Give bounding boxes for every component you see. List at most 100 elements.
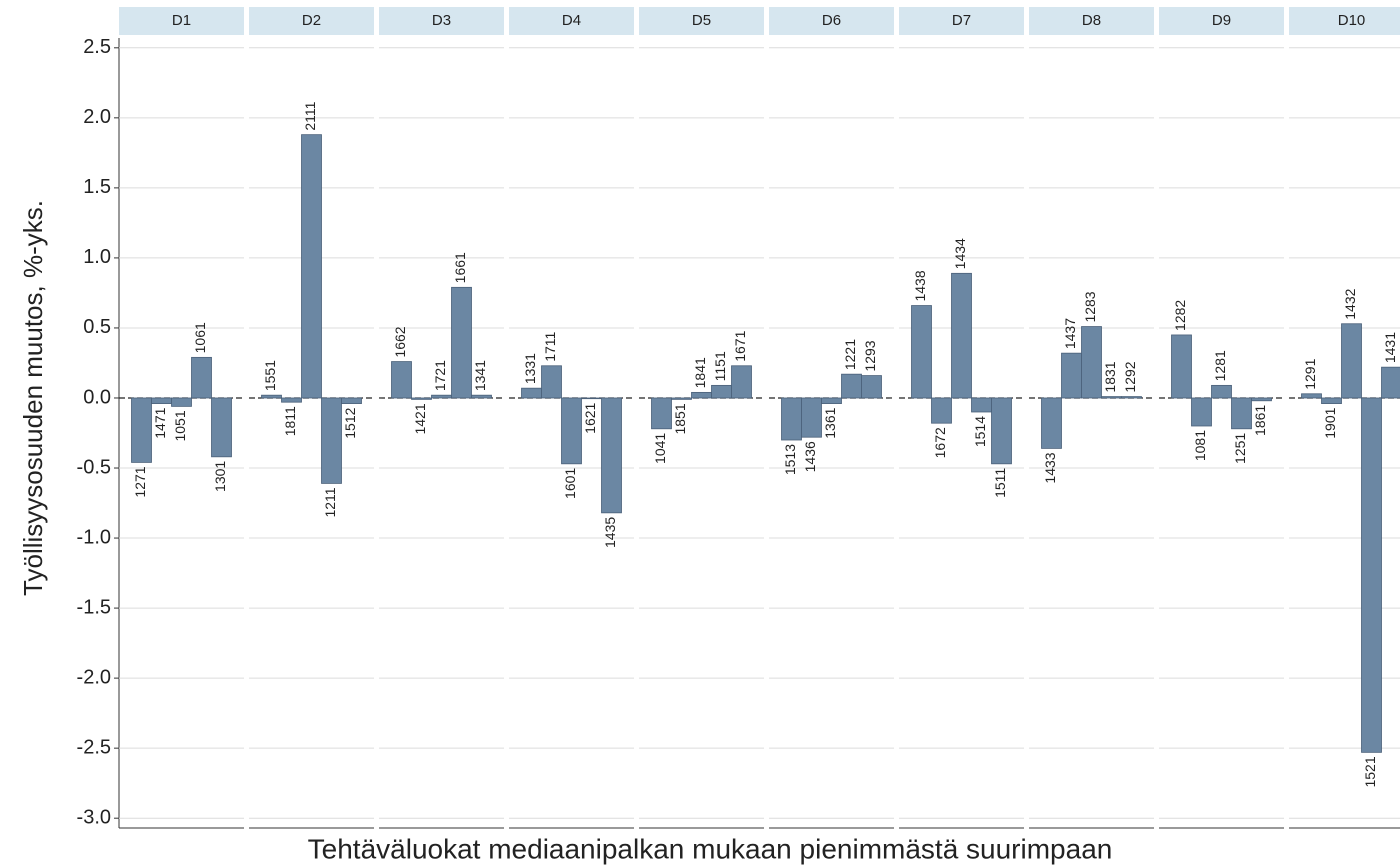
bar-label: 1291 — [1302, 358, 1318, 389]
bar — [691, 391, 712, 399]
bar-label: 1471 — [152, 407, 168, 438]
bar — [1361, 397, 1382, 753]
bar-label: 1431 — [1382, 332, 1398, 363]
facet-strip — [899, 7, 1024, 35]
bar — [151, 397, 172, 404]
facet-strip — [1029, 7, 1154, 35]
y-tick-label: 1.0 — [83, 246, 111, 268]
bar — [731, 365, 752, 399]
bar — [261, 394, 282, 399]
bar-label: 1292 — [1122, 361, 1138, 392]
bar — [191, 356, 212, 399]
facet-label: D5 — [692, 12, 711, 29]
facet-label: D7 — [952, 12, 971, 29]
bar — [711, 384, 732, 399]
bar — [801, 397, 822, 438]
bar — [581, 397, 602, 400]
bar-label: 2111 — [302, 101, 318, 130]
bar — [991, 397, 1012, 465]
bar-label: 1051 — [172, 410, 188, 441]
bar-label: 1831 — [1102, 361, 1118, 392]
bar-label: 1662 — [392, 326, 408, 357]
bar-label: 1811 — [282, 406, 298, 436]
y-tick-label: -3.0 — [77, 806, 111, 828]
y-tick-label: 1.5 — [83, 176, 111, 198]
facet-strip — [249, 7, 374, 35]
bar — [911, 305, 932, 399]
bar-label: 1434 — [952, 238, 968, 269]
y-tick-label: 2.5 — [83, 36, 111, 58]
bar-label: 1661 — [452, 252, 468, 283]
bar — [671, 397, 692, 400]
bar — [171, 397, 192, 407]
bar-label: 1435 — [602, 517, 618, 548]
bar-label: 1041 — [652, 433, 668, 464]
facet-label: D9 — [1212, 12, 1231, 29]
bar-label: 1437 — [1062, 318, 1078, 349]
bar-label: 1513 — [782, 444, 798, 475]
facet-label: D1 — [172, 12, 191, 29]
bar — [341, 397, 362, 404]
bar — [1321, 397, 1342, 404]
bar-label: 1081 — [1192, 430, 1208, 461]
bar — [1251, 397, 1272, 402]
bar-label: 1282 — [1172, 300, 1188, 331]
bar — [411, 397, 432, 400]
y-tick-label: -2.5 — [77, 736, 111, 758]
bar — [451, 286, 472, 399]
bar-label: 1331 — [522, 353, 538, 384]
bar-label: 1861 — [1252, 405, 1268, 436]
bar-label: 1711 — [542, 331, 558, 361]
bar — [1081, 326, 1102, 399]
bar — [651, 397, 672, 430]
facet-strip — [639, 7, 764, 35]
bar — [1301, 393, 1322, 399]
bar — [471, 394, 492, 399]
bar — [211, 397, 232, 458]
y-tick-label: 0.0 — [83, 386, 111, 408]
y-tick-label: -2.0 — [77, 666, 111, 688]
bar — [1231, 397, 1252, 430]
bar-label: 1672 — [932, 427, 948, 458]
facet-strip — [1289, 7, 1400, 35]
y-tick-label: -1.0 — [77, 526, 111, 548]
bar — [781, 397, 802, 441]
bar — [951, 272, 972, 399]
bar-label: 1251 — [1232, 433, 1248, 464]
bar-label: 1621 — [582, 402, 598, 433]
bar — [131, 397, 152, 463]
bar-label: 1433 — [1042, 452, 1058, 483]
bar-label: 1421 — [412, 403, 428, 434]
bar — [821, 397, 842, 404]
bar-label: 1551 — [262, 360, 278, 391]
bar-label: 1283 — [1082, 291, 1098, 322]
bar — [931, 397, 952, 424]
facet-strip — [1159, 7, 1284, 35]
bar — [391, 361, 412, 399]
facet-label: D4 — [562, 12, 581, 29]
facet-label: D10 — [1338, 12, 1366, 29]
bar — [861, 375, 882, 399]
bar-label: 1361 — [822, 407, 838, 438]
bar-label: 1512 — [342, 407, 358, 438]
bar — [541, 365, 562, 399]
bar-label: 1151 — [712, 351, 728, 381]
facet-strip — [379, 7, 504, 35]
bar-label: 1211 — [322, 487, 338, 517]
facet-strip — [509, 7, 634, 35]
bar — [1041, 397, 1062, 449]
bar-label: 1721 — [432, 360, 448, 391]
bar-label: 1061 — [192, 322, 208, 353]
facet-label: D3 — [432, 12, 451, 29]
y-tick-label: -1.5 — [77, 596, 111, 618]
bar — [1381, 366, 1400, 399]
bar — [1341, 323, 1362, 399]
bar-label: 1221 — [842, 339, 858, 370]
facet-strip — [769, 7, 894, 35]
y-tick-label: -0.5 — [77, 456, 111, 478]
bar — [281, 397, 302, 403]
bar-label: 1521 — [1362, 756, 1378, 787]
bar — [601, 397, 622, 514]
bar-label: 1671 — [732, 330, 748, 361]
